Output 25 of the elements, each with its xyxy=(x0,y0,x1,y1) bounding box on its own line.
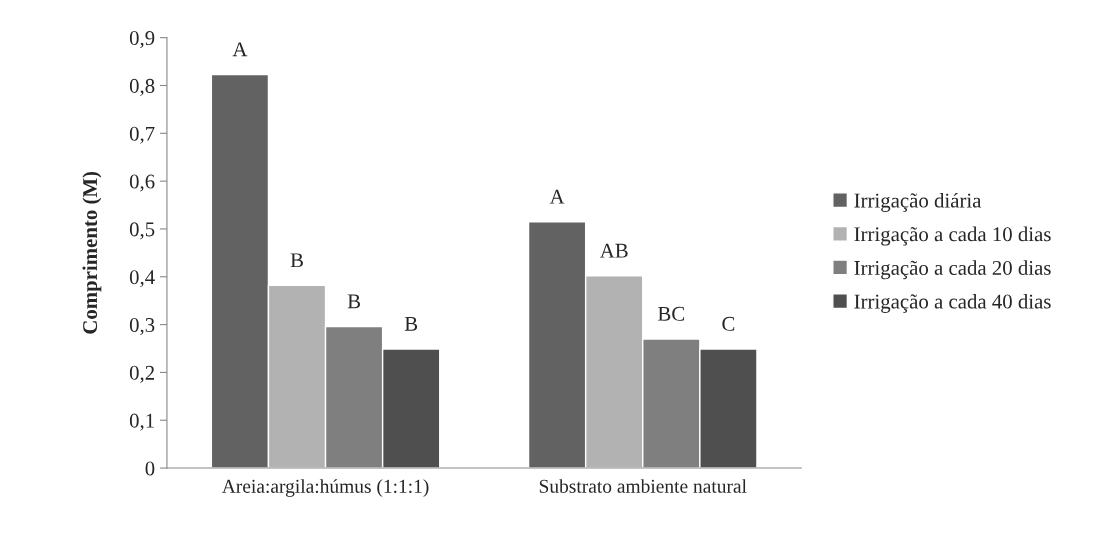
legend-label: Irrigação a cada 40 dias xyxy=(854,293,1051,313)
y-tick-label: 0,9 xyxy=(129,31,155,49)
y-tick-label: 0,8 xyxy=(129,78,155,96)
x-tick-label: Areia:argila:húmus (1:1:1) xyxy=(221,479,429,497)
data-label: BC xyxy=(658,306,685,321)
y-tick-label: 0,2 xyxy=(129,365,154,383)
data-label: A xyxy=(232,42,248,57)
data-label: B xyxy=(290,253,303,268)
data-label: AB xyxy=(599,243,628,258)
y-tick-label: 0,4 xyxy=(129,270,155,288)
data-label: A xyxy=(549,189,565,204)
data-label: C xyxy=(722,316,735,331)
y-tick-label: 0,7 xyxy=(129,126,155,144)
y-axis-title: Comprimento (M) xyxy=(82,171,102,334)
y-tick-label: 0,6 xyxy=(129,174,155,192)
y-tick-label: 0,3 xyxy=(129,317,155,336)
legend-label: Irrigação a cada 20 dias xyxy=(854,260,1051,280)
x-tick-label: Substrato ambiente natural xyxy=(539,479,747,493)
y-tick-label: 0 xyxy=(145,461,155,476)
legend-label: Irrigação a cada 10 dias xyxy=(854,226,1051,246)
y-tick-label: 0,5 xyxy=(129,222,155,240)
y-tick-label: 0,1 xyxy=(129,413,154,431)
data-label: B xyxy=(347,294,361,309)
data-label: B xyxy=(404,317,418,331)
legend-label: Irrigação diária xyxy=(854,192,982,212)
